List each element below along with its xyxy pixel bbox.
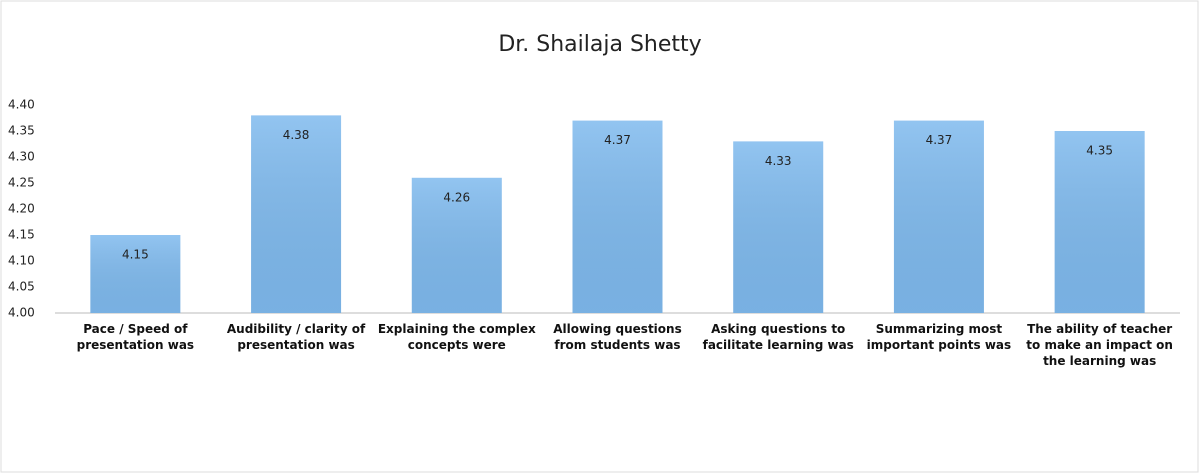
data-label: 4.38 — [283, 128, 310, 142]
x-tick-label: Summarizing most important points was — [866, 322, 1012, 352]
data-label: 4.35 — [1086, 144, 1113, 158]
bar-shade — [411, 177, 502, 313]
y-tick-label: 4.15 — [8, 228, 35, 242]
x-tick-label: Asking questions to facilitate learning … — [702, 322, 854, 352]
bar-shade — [893, 120, 984, 313]
data-label: 4.37 — [926, 133, 953, 147]
data-label: 4.26 — [443, 190, 470, 204]
bar-shade — [1054, 131, 1145, 313]
data-label: 4.15 — [122, 248, 149, 262]
y-tick-label: 4.05 — [8, 280, 35, 294]
data-label: 4.33 — [765, 154, 792, 168]
x-tick-label: The ability of teacher to make an impact… — [1026, 322, 1173, 368]
chart-title: Dr. Shailaja Shetty — [498, 32, 701, 57]
y-tick-label: 4.25 — [8, 176, 35, 190]
x-tick-label: Allowing questions from students was — [553, 322, 682, 352]
x-tick-label: Explaining the complex concepts were — [377, 322, 536, 352]
y-tick-label: 4.20 — [8, 202, 35, 216]
data-label: 4.37 — [604, 133, 631, 147]
x-tick-label: Audibility / clarity of presentation was — [226, 322, 366, 352]
y-tick-label: 4.10 — [8, 254, 35, 268]
y-tick-label: 4.00 — [8, 306, 35, 320]
x-tick-label: Pace / Speed of presentation was — [76, 322, 195, 352]
y-tick-label: 4.35 — [8, 124, 35, 138]
y-tick-label: 4.30 — [8, 150, 35, 164]
bar-shade — [733, 141, 824, 313]
bar-shade — [251, 115, 342, 314]
bar-shade — [90, 235, 181, 313]
y-tick-label: 4.40 — [8, 98, 35, 112]
bar-shade — [572, 120, 663, 313]
